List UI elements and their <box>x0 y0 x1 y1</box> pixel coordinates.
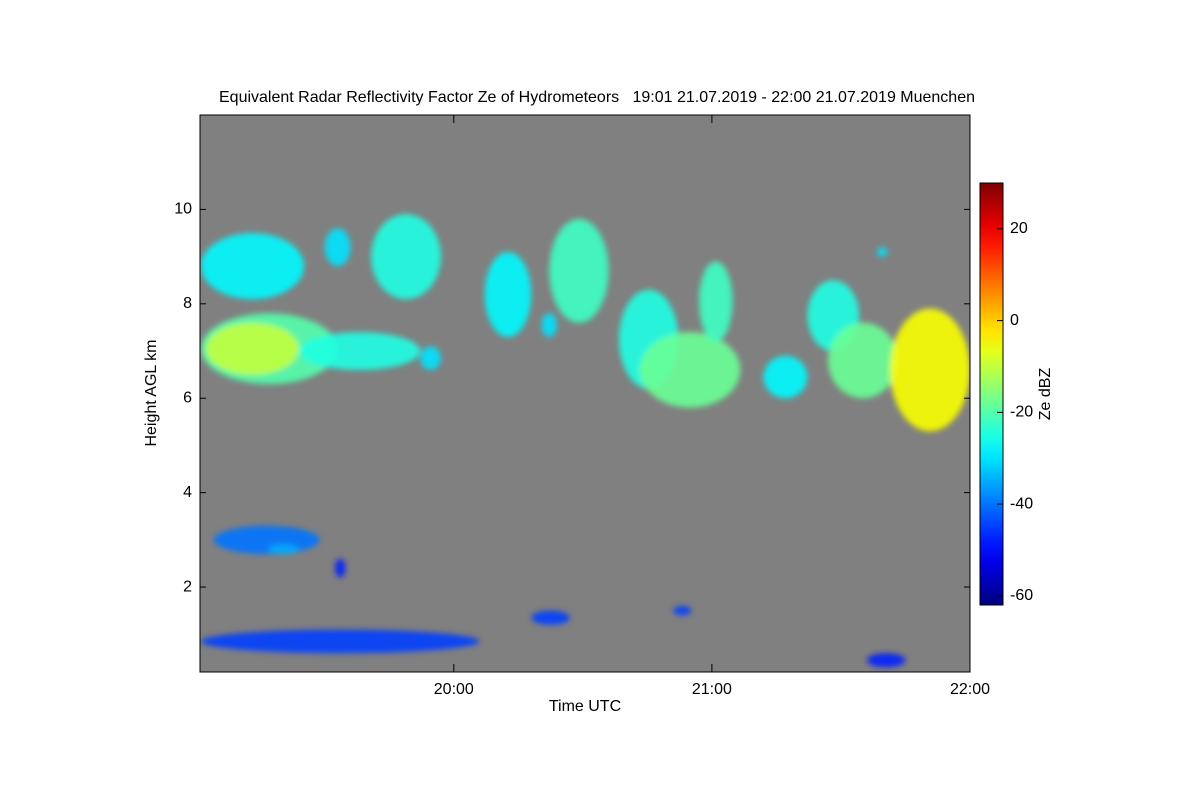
echo <box>371 214 441 300</box>
colorbar-label: Ze dBZ <box>1037 368 1054 421</box>
colorbar-tick-label: 0 <box>1010 312 1019 329</box>
y-tick-label: 2 <box>183 578 192 595</box>
colorbar <box>979 182 1004 606</box>
x-tick-label: 22:00 <box>950 681 990 698</box>
echo <box>866 653 906 668</box>
echo <box>200 233 305 300</box>
echo <box>549 218 609 323</box>
x-tick-label: 20:00 <box>434 681 474 698</box>
echo <box>298 332 421 370</box>
echo <box>828 322 898 399</box>
plot-area <box>200 115 970 672</box>
y-tick-label: 8 <box>183 295 192 312</box>
echo <box>213 525 320 554</box>
x-axis-label: Time UTC <box>549 698 621 715</box>
echo <box>639 332 741 408</box>
y-axis-label: Height AGL km <box>143 339 160 446</box>
echo <box>889 308 970 432</box>
echo <box>206 322 299 375</box>
chart-title: Equivalent Radar Reflectivity Factor Ze … <box>219 89 975 106</box>
colorbar-tick-label: -60 <box>1010 587 1033 604</box>
y-tick-label: 4 <box>183 484 192 501</box>
echo <box>335 558 346 578</box>
echo <box>420 346 441 370</box>
echo <box>763 355 808 399</box>
echo <box>877 247 888 257</box>
echo <box>200 629 480 654</box>
colorbar-tick-label: -40 <box>1010 495 1033 512</box>
colorbar-tick-label: -20 <box>1010 404 1033 421</box>
echo <box>484 251 532 337</box>
x-tick-label: 21:00 <box>692 681 732 698</box>
y-tick-label: 10 <box>174 201 192 218</box>
echo <box>324 228 351 267</box>
echo <box>541 313 558 337</box>
echo <box>698 261 733 342</box>
plot-frame <box>199 114 971 673</box>
y-tick-label: 6 <box>183 389 192 406</box>
colorbar-tick-label: 20 <box>1010 220 1028 237</box>
echo <box>531 610 570 625</box>
echo-layer <box>200 214 970 668</box>
echo <box>673 605 692 616</box>
echo <box>267 544 299 554</box>
